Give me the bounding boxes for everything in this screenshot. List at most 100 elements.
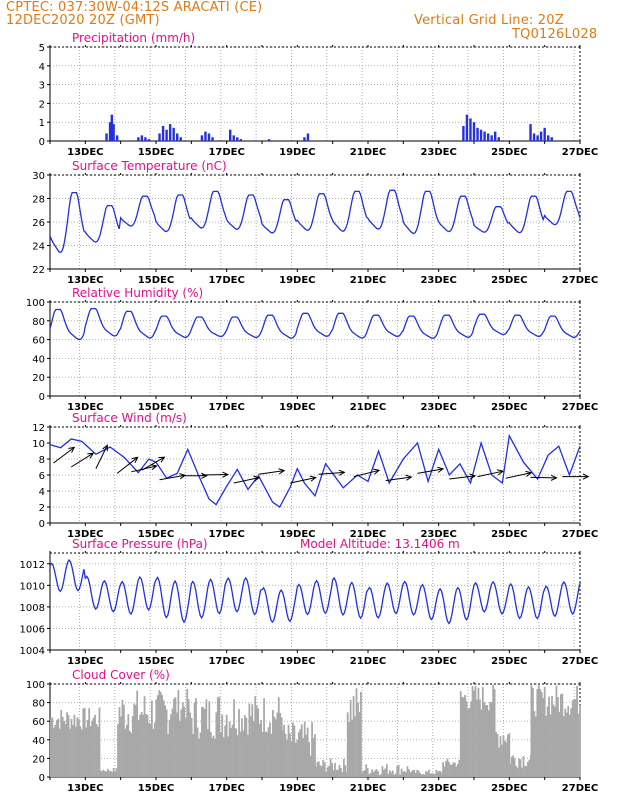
cloud-bar bbox=[173, 698, 175, 777]
cloud-bar bbox=[506, 734, 509, 777]
cloud-bar bbox=[468, 707, 471, 777]
x-tick-label: 23DEC bbox=[420, 275, 456, 286]
cloud-bar bbox=[512, 755, 515, 777]
cloud-bar bbox=[533, 711, 536, 777]
cloud-bar bbox=[554, 706, 556, 777]
wind-arrow bbox=[353, 469, 380, 478]
precip-bar bbox=[494, 131, 497, 141]
cloud-bar bbox=[438, 770, 441, 777]
cloud-bar bbox=[510, 756, 513, 777]
precip-bar bbox=[472, 122, 476, 141]
precip-bar bbox=[232, 135, 235, 141]
cloud-bar bbox=[540, 692, 543, 777]
panel-4 bbox=[47, 425, 590, 526]
cloud-bar bbox=[349, 699, 352, 777]
cloud-bar bbox=[180, 709, 183, 777]
cloud-bar bbox=[413, 769, 416, 777]
precip-bar bbox=[147, 139, 151, 141]
panel-title: Precipitation (mm/h) bbox=[72, 31, 195, 45]
cloud-bar bbox=[420, 774, 423, 777]
cloud-bar bbox=[567, 705, 570, 777]
cloud-bar bbox=[525, 766, 528, 777]
cloud-bar bbox=[270, 733, 273, 777]
cloud-bar bbox=[403, 770, 406, 777]
panel-5 bbox=[47, 551, 581, 653]
cloud-bar bbox=[565, 712, 568, 777]
wind-arrow bbox=[116, 456, 138, 474]
panel-title: Surface Pressure (hPa) bbox=[72, 537, 208, 551]
cloud-bar bbox=[296, 739, 299, 777]
cloud-bar bbox=[431, 773, 433, 777]
cloud-bar bbox=[545, 715, 548, 777]
cloud-bar bbox=[266, 732, 268, 777]
cloud-bar bbox=[235, 728, 237, 777]
cloud-bar bbox=[255, 705, 258, 777]
cloud-bar bbox=[205, 699, 208, 777]
cloud-bar bbox=[416, 769, 419, 777]
x-tick-label: 19DEC bbox=[279, 529, 315, 540]
x-tick-label: 15DEC bbox=[138, 656, 174, 667]
wind-arrow-head bbox=[469, 473, 477, 480]
y-tick-label: 1012 bbox=[20, 560, 45, 571]
cloud-bar bbox=[77, 719, 80, 777]
panel-title: Relative Humidity (%) bbox=[72, 286, 203, 300]
x-tick-label: 15DEC bbox=[138, 529, 174, 540]
cloud-bar bbox=[72, 725, 74, 777]
cloud-bar bbox=[352, 696, 355, 777]
cloud-bar bbox=[366, 768, 369, 777]
y-tick-label: 0 bbox=[39, 392, 45, 403]
wind-arrow-head bbox=[102, 444, 108, 452]
precip-bar bbox=[229, 129, 232, 141]
wind-arrow bbox=[318, 471, 345, 475]
cloud-bar bbox=[490, 702, 493, 777]
wind-arrow-head bbox=[550, 474, 558, 481]
cloud-bar bbox=[100, 771, 103, 777]
cloud-bar bbox=[570, 708, 573, 777]
cloud-bar bbox=[534, 716, 537, 777]
x-tick-label: 13DEC bbox=[67, 783, 103, 794]
wind-arrow-head bbox=[405, 474, 413, 481]
cloud-bar bbox=[168, 720, 171, 777]
cloud-bar bbox=[252, 721, 255, 777]
cloud-bar bbox=[115, 768, 118, 777]
cloud-bar bbox=[543, 686, 546, 777]
cloud-bar bbox=[190, 717, 193, 777]
cloud-bar bbox=[574, 699, 577, 777]
cloud-bar bbox=[97, 726, 99, 777]
cloud-bar bbox=[455, 766, 458, 777]
precip-bar bbox=[547, 135, 550, 141]
cloud-bar bbox=[162, 700, 165, 777]
x-tick-label: 21DEC bbox=[350, 147, 386, 158]
cloud-bar bbox=[375, 768, 378, 777]
cloud-bar bbox=[187, 699, 190, 777]
y-tick-label: 100 bbox=[26, 680, 45, 691]
cloud-bar bbox=[479, 699, 481, 777]
cloud-bar bbox=[159, 692, 162, 777]
cloud-bar bbox=[264, 731, 267, 777]
cloud-bar bbox=[433, 774, 436, 777]
x-tick-label: 25DEC bbox=[491, 147, 527, 158]
cloud-bar bbox=[332, 770, 335, 777]
cloud-bar bbox=[504, 740, 506, 777]
cloud-bar bbox=[289, 733, 291, 777]
cloud-bar bbox=[145, 714, 147, 777]
cloud-bar bbox=[383, 769, 385, 777]
cloud-bar bbox=[222, 737, 225, 777]
cloud-bar bbox=[496, 734, 499, 777]
cloud-bar bbox=[221, 714, 224, 777]
cloud-bar bbox=[558, 711, 561, 777]
cloud-bar bbox=[428, 769, 430, 777]
x-tick-label: 27DEC bbox=[562, 402, 598, 413]
cloud-bar bbox=[527, 762, 529, 777]
wind-arrow-head bbox=[158, 456, 166, 463]
cloud-bar bbox=[156, 695, 159, 777]
cloud-bar bbox=[464, 694, 467, 777]
cloud-bar bbox=[391, 770, 394, 777]
cloud-bar bbox=[267, 727, 270, 777]
cloud-bar bbox=[426, 771, 429, 777]
precip-bar bbox=[165, 129, 168, 141]
cloud-bar bbox=[203, 709, 206, 777]
cloud-bar bbox=[371, 769, 374, 777]
cloud-bar bbox=[50, 719, 52, 777]
wind-arrow-head bbox=[309, 475, 317, 482]
